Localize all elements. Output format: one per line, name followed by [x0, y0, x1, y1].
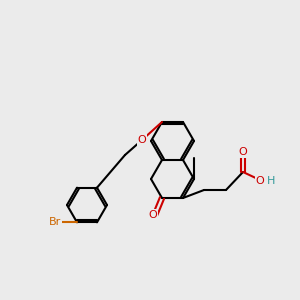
Text: O: O	[238, 147, 247, 157]
Text: O: O	[256, 176, 264, 186]
Text: O: O	[138, 135, 146, 145]
Text: Br: Br	[49, 217, 61, 227]
Text: O: O	[148, 210, 158, 220]
Text: H: H	[267, 176, 275, 186]
